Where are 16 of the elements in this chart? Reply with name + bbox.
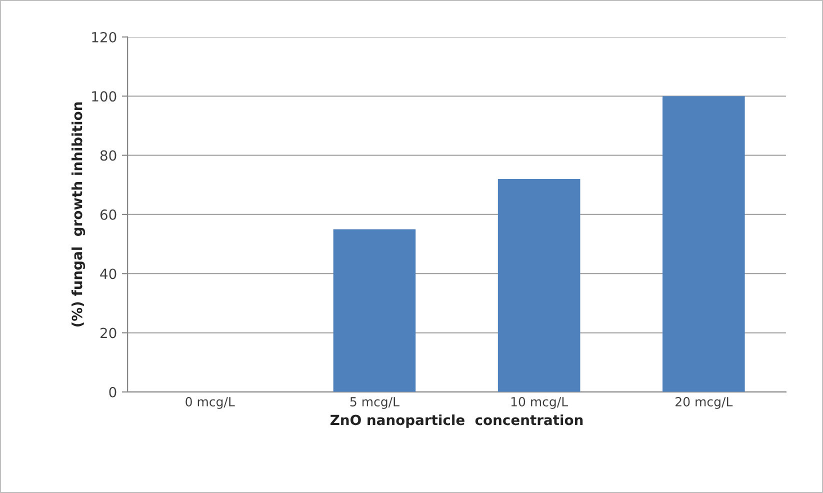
bar [333, 229, 416, 392]
y-tick-label: 0 [109, 386, 116, 398]
x-tick-label: 5 mcg/L [350, 397, 400, 409]
x-tick-label: 0 mcg/L [186, 397, 235, 409]
x-axis-title: ZnO nanoparticle concentration [330, 414, 583, 428]
y-tick-label: 120 [92, 32, 116, 42]
y-tick-label: 80 [100, 150, 116, 161]
y-tick-label: 40 [100, 268, 116, 280]
y-tick-label: 60 [100, 209, 116, 220]
x-tick-label: 10 mcg/L [511, 397, 568, 409]
y-axis-title: (%) fungal growth inhibition [72, 102, 86, 326]
y-tick-label: 20 [100, 328, 116, 338]
bar [498, 178, 580, 392]
y-tick-label: 100 [92, 91, 116, 102]
x-tick-label: 20 mcg/L [676, 397, 733, 409]
bar [662, 96, 745, 392]
